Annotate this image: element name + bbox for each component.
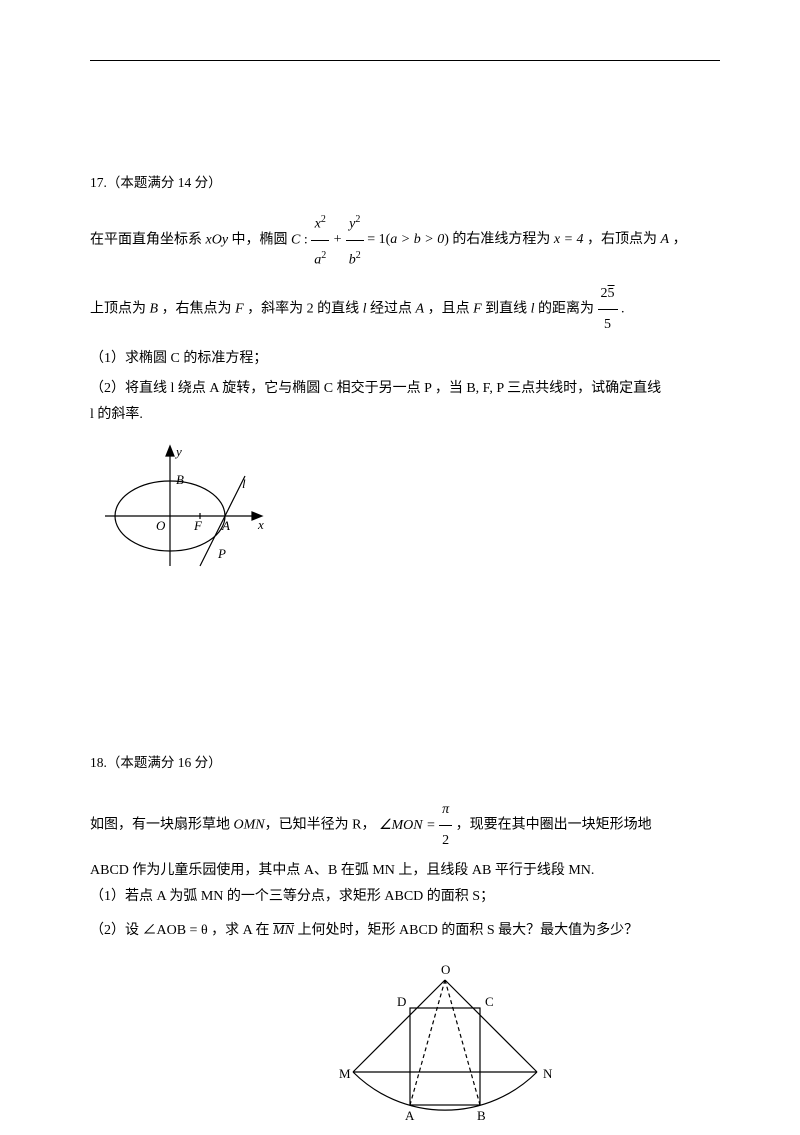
q18-points: （本题满分 16 分） [107, 755, 222, 770]
al: ∠MON = [379, 818, 439, 833]
t: ，右焦点为 [158, 302, 235, 317]
lbl-B: B [477, 1108, 486, 1123]
lbl-N: N [543, 1066, 553, 1081]
F: F [473, 302, 482, 317]
q17-part2b: l 的斜率. [90, 404, 720, 426]
d: 2 [439, 825, 452, 856]
t: ) 的右准线方程为 [444, 232, 554, 247]
t: = 1( [367, 232, 390, 247]
t: ，右顶点为 [584, 232, 661, 247]
C: C [291, 232, 300, 247]
B: B [150, 302, 159, 317]
xoy: xOy [206, 232, 229, 247]
q18-figure: O D C M N A B [170, 960, 720, 1135]
q18-number: 18. [90, 755, 107, 770]
q17-points: （本题满分 14 分） [107, 175, 222, 190]
q17-line2: 上顶点为 B ，右焦点为 F ，斜率为 2 的直线 l 经过点 A ，且点 F … [90, 279, 720, 340]
t: 到直线 [482, 302, 531, 317]
mn: MN [273, 923, 294, 938]
A: A [416, 302, 425, 317]
lbl-A: A [405, 1108, 415, 1123]
t: ，现要在其中圈出一块矩形场地 [456, 818, 652, 833]
frac-pi2: π 2 [439, 795, 452, 856]
q18-line1: 如图，有一块扇形草地 OMN，已知半径为 R， ∠MON = π 2 ，现要在其… [90, 795, 720, 856]
lbl-y: y [174, 444, 182, 459]
q17-part2: （2）将直线 l 绕点 A 旋转，它与椭圆 C 相交于另一点 P ，当 B, F… [90, 378, 720, 400]
q18-line2: ABCD 作为儿童乐园使用，其中点 A、B 在弧 MN 上，且线段 AB 平行于… [90, 860, 720, 882]
t: （2）设 ∠AOB = θ ，求 A 在 [90, 923, 273, 938]
q18-part2: （2）设 ∠AOB = θ ，求 A 在 MN 上何处时，矩形 ABCD 的面积… [90, 916, 720, 946]
t: ，已知半径为 R， [265, 818, 376, 833]
lbl-C: C [485, 994, 494, 1009]
t: 如图，有一块扇形草地 [90, 818, 234, 833]
t: 在平面直角坐标系 [90, 232, 206, 247]
q17-part1: （1）求椭圆 C 的标准方程； [90, 344, 720, 374]
n: π [439, 795, 452, 825]
OMN: OMN [234, 818, 265, 833]
q18-header: 18.（本题满分 16 分） [90, 751, 720, 771]
page: 17.（本题满分 14 分） 在平面直角坐标系 xOy 中，椭圆 C : x2 … [0, 0, 800, 1132]
t: ，斜率为 2 的直线 [244, 302, 363, 317]
d: b [349, 252, 356, 267]
t: ，且点 [424, 302, 473, 317]
t: 经过点 [367, 302, 416, 317]
t: . [618, 302, 625, 317]
d: 5 [598, 309, 618, 340]
lbl-F: F [193, 518, 203, 533]
spacer [90, 591, 720, 751]
t: ， [669, 232, 687, 247]
t: : [300, 232, 311, 247]
arc-MN: MN [273, 916, 294, 946]
lbl-O: O [156, 518, 166, 533]
frac-xa: x2 a2 [311, 205, 329, 275]
lbl-O: O [441, 962, 450, 977]
top-rule [90, 60, 720, 61]
lbl-D: D [397, 994, 406, 1009]
q17-figure: y B l O F A x P [90, 436, 720, 591]
cond: a > b > 0 [390, 232, 444, 247]
t: 的距离为 [535, 302, 598, 317]
x4: x = 4 [554, 232, 584, 247]
lbl-x: x [257, 517, 264, 532]
q17-line1: 在平面直角坐标系 xOy 中，椭圆 C : x2 a2 + y2 b2 = 1(… [90, 205, 720, 275]
F: F [235, 302, 244, 317]
ellipse-diagram: y B l O F A x P [90, 436, 280, 586]
lbl-M: M [339, 1066, 351, 1081]
frac-dist: 25 5 [598, 279, 618, 340]
lbl-P: P [217, 546, 226, 561]
lbl-A: A [221, 518, 230, 533]
q18-part1: （1）若点 A 为弧 MN 的一个三等分点，求矩形 ABCD 的面积 S； [90, 886, 720, 908]
lbl-B: B [176, 472, 184, 487]
t: 上何处时，矩形 ABCD 的面积 S 最大？最大值为多少？ [294, 923, 638, 938]
sector-diagram: O D C M N A B [315, 960, 575, 1130]
q17-header: 17.（本题满分 14 分） [90, 171, 720, 191]
angle: ∠MON = π 2 [379, 818, 456, 833]
q17-number: 17. [90, 175, 107, 190]
A: A [661, 232, 670, 247]
t: 中，椭圆 [228, 232, 291, 247]
frac-yb: y2 b2 [346, 205, 364, 275]
t: 上顶点为 [90, 302, 150, 317]
lbl-l: l [242, 476, 246, 491]
